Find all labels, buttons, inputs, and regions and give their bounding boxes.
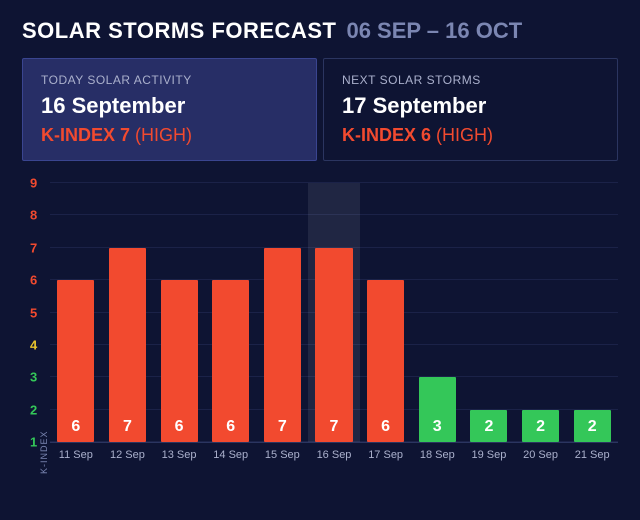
bar-value-label: 2	[522, 418, 559, 436]
bar-value-label: 6	[161, 418, 198, 436]
card-next-label: NEXT SOLAR STORMS	[342, 73, 599, 87]
bar: 6	[57, 280, 94, 442]
card-today-kindex: K-INDEX 7 (HIGH)	[41, 125, 298, 146]
bar-value-label: 2	[470, 418, 507, 436]
bar: 7	[109, 248, 146, 442]
x-tick: 20 Sep	[523, 449, 558, 461]
bar: 6	[161, 280, 198, 442]
bar-value-label: 2	[574, 418, 611, 436]
page-title: SOLAR STORMS FORECAST	[22, 18, 336, 44]
y-tick: 8	[30, 208, 37, 223]
y-tick: 2	[30, 402, 37, 417]
bar-value-label: 7	[264, 418, 301, 436]
kindex-chart: 12345678967667763222 11 Sep12 Sep13 Sep1…	[50, 183, 618, 473]
y-tick: 6	[30, 273, 37, 288]
card-next-kindex: K-INDEX 6 (HIGH)	[342, 125, 599, 146]
date-range: 06 SEP – 16 OCT	[346, 18, 522, 44]
bar: 6	[367, 280, 404, 442]
bar: 6	[212, 280, 249, 442]
bar-value-label: 7	[315, 418, 352, 436]
x-tick: 21 Sep	[575, 449, 610, 461]
x-tick: 17 Sep	[368, 449, 403, 461]
bar-value-label: 6	[212, 418, 249, 436]
chart-xaxis: 11 Sep 12 Sep 13 Sep 14 Sep 15 Sep 16 Sep 17 S…	[50, 443, 618, 473]
x-tick: 11 Sep	[59, 449, 93, 461]
y-tick: 1	[30, 435, 37, 450]
bar: 3	[419, 377, 456, 442]
bar: 7	[315, 248, 352, 442]
bar: 2	[574, 410, 611, 442]
bar: 7	[264, 248, 301, 442]
bar: 2	[470, 410, 507, 442]
y-tick: 3	[30, 370, 37, 385]
x-tick: 19 Sep	[471, 449, 506, 461]
x-tick: 15 Sep	[265, 449, 300, 461]
x-tick: 16 Sep	[317, 449, 352, 461]
bar-value-label: 7	[109, 418, 146, 436]
bar-value-label: 6	[367, 418, 404, 436]
y-tick: 9	[30, 176, 37, 191]
card-today-date: 16 September	[41, 93, 298, 119]
card-today: TODAY SOLAR ACTIVITY 16 September K-INDE…	[22, 58, 317, 161]
card-today-label: TODAY SOLAR ACTIVITY	[41, 73, 298, 87]
header: SOLAR STORMS FORECAST 06 SEP – 16 OCT	[22, 18, 618, 44]
y-tick: 4	[30, 337, 37, 352]
y-axis-label: K-INDEX	[39, 430, 49, 474]
x-tick: 14 Sep	[213, 449, 248, 461]
chart-plot: 12345678967667763222	[50, 183, 618, 443]
card-next-date: 17 September	[342, 93, 599, 119]
bar-value-label: 3	[419, 418, 456, 436]
x-tick: 18 Sep	[420, 449, 455, 461]
card-next: NEXT SOLAR STORMS 17 September K-INDEX 6…	[323, 58, 618, 161]
y-tick: 5	[30, 305, 37, 320]
bar-value-label: 6	[57, 418, 94, 436]
summary-cards: TODAY SOLAR ACTIVITY 16 September K-INDE…	[22, 58, 618, 161]
x-tick: 12 Sep	[110, 449, 145, 461]
y-tick: 7	[30, 240, 37, 255]
bar: 2	[522, 410, 559, 442]
x-tick: 13 Sep	[162, 449, 197, 461]
